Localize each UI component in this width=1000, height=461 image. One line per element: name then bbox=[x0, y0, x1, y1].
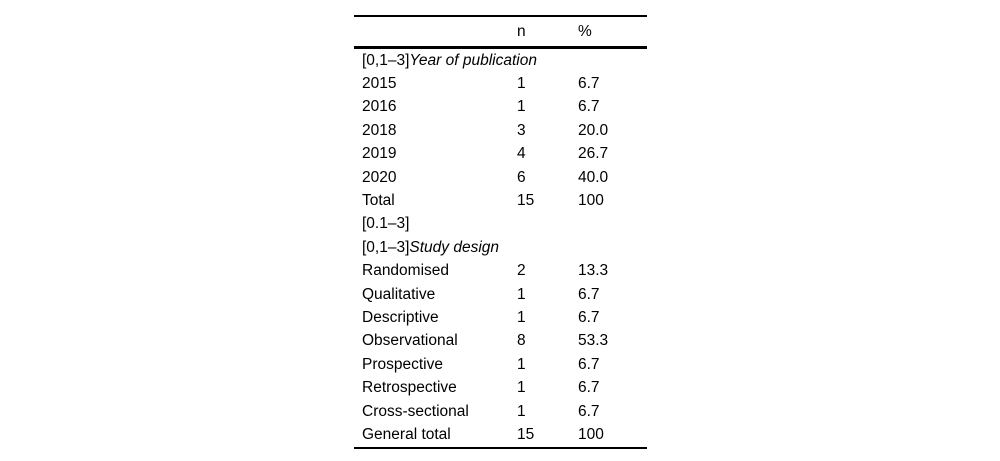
row-percent-value: 53.3 bbox=[578, 332, 609, 350]
row-prefix: [0,1–3] bbox=[362, 238, 410, 256]
row-percent-value: 6.7 bbox=[578, 402, 600, 420]
row-percent-value: 6.7 bbox=[578, 308, 600, 326]
row-n-value: 1 bbox=[517, 308, 526, 326]
row-label-cell: 2019 bbox=[354, 143, 517, 166]
row-percent-value bbox=[578, 213, 647, 236]
row-prefix: [0.1–3] bbox=[362, 215, 410, 233]
table-row: Total 15 100 bbox=[354, 189, 647, 212]
row-percent-value: 6.7 bbox=[578, 98, 600, 116]
header-row: n % bbox=[354, 16, 647, 49]
row-n-value: 1 bbox=[517, 355, 526, 373]
table-row: [0.1–3] bbox=[354, 213, 647, 236]
table-row: Prospective 1 6.7 bbox=[354, 353, 647, 376]
row-label-cell: [0,1–3]Study design bbox=[354, 236, 517, 259]
col-header-category bbox=[354, 16, 517, 49]
row-percent-value: 6.7 bbox=[578, 285, 600, 303]
row-label: Year of publication bbox=[409, 51, 537, 69]
row-label-cell: 2015 bbox=[354, 72, 517, 95]
row-label-cell: Randomised bbox=[354, 260, 517, 283]
row-n-value: 2 bbox=[517, 262, 526, 280]
row-label: Prospective bbox=[362, 355, 443, 373]
table-row: 2016 1 6.7 bbox=[354, 96, 647, 119]
row-label-cell: General total bbox=[354, 423, 517, 447]
row-n-value: 1 bbox=[517, 285, 526, 303]
row-label-cell: 2020 bbox=[354, 166, 517, 189]
table-row: 2018 3 20.0 bbox=[354, 119, 647, 142]
row-label: Qualitative bbox=[362, 285, 436, 303]
row-label: Retrospective bbox=[362, 379, 457, 397]
row-percent-value: 6.7 bbox=[578, 75, 600, 93]
row-label-cell: [0.1–3] bbox=[354, 213, 517, 236]
row-percent-value: 13.3 bbox=[578, 262, 609, 280]
row-n-value: 8 bbox=[517, 332, 526, 350]
row-label-cell: Total bbox=[354, 189, 517, 212]
row-label: 2015 bbox=[362, 75, 397, 93]
table-body: [0,1–3]Year of publication 2015 1 6.7 20… bbox=[354, 48, 647, 448]
row-n-value: 1 bbox=[517, 402, 526, 420]
row-label: Randomised bbox=[362, 262, 450, 280]
row-label-cell: Cross-sectional bbox=[354, 400, 517, 423]
row-percent-value: 26.7 bbox=[578, 145, 609, 163]
row-n-value: 1 bbox=[517, 75, 526, 93]
row-n-value bbox=[517, 213, 578, 236]
row-label: Study design bbox=[409, 238, 500, 256]
row-label: Descriptive bbox=[362, 308, 439, 326]
row-label: 2019 bbox=[362, 145, 397, 163]
row-label-cell: Observational bbox=[354, 330, 517, 353]
row-label: General total bbox=[362, 425, 451, 443]
row-percent-value bbox=[578, 236, 647, 259]
row-percent-value: 40.0 bbox=[578, 168, 609, 186]
table-row: Descriptive 1 6.7 bbox=[354, 306, 647, 329]
publication-stats-table-container: n % [0,1–3]Year of publication 2015 1 6.… bbox=[354, 15, 647, 449]
row-label: Cross-sectional bbox=[362, 402, 469, 420]
table-row: Randomised 2 13.3 bbox=[354, 260, 647, 283]
table-row: [0,1–3]Study design bbox=[354, 236, 647, 259]
row-n-value bbox=[517, 236, 578, 259]
row-percent-value: 6.7 bbox=[578, 355, 600, 373]
row-label-cell: Qualitative bbox=[354, 283, 517, 306]
col-header-percent: % bbox=[578, 16, 647, 49]
row-label-cell: Retrospective bbox=[354, 376, 517, 399]
table-row: Cross-sectional 1 6.7 bbox=[354, 400, 647, 423]
row-percent-value: 6.7 bbox=[578, 379, 600, 397]
row-label-cell: Prospective bbox=[354, 353, 517, 376]
table-row: 2015 1 6.7 bbox=[354, 72, 647, 95]
row-label-cell: 2018 bbox=[354, 119, 517, 142]
row-label: Total bbox=[362, 192, 395, 210]
row-label-cell: [0,1–3]Year of publication bbox=[354, 48, 537, 73]
table-row: General total 15 100 bbox=[354, 423, 647, 447]
row-percent-value: 100 bbox=[578, 192, 604, 210]
row-prefix: [0,1–3] bbox=[362, 51, 410, 69]
table-header: n % bbox=[354, 16, 647, 49]
row-n-value: 15 bbox=[517, 192, 535, 210]
table-row: Observational 8 53.3 bbox=[354, 330, 647, 353]
table-row: [0,1–3]Year of publication bbox=[354, 48, 647, 73]
row-percent-value: 20.0 bbox=[578, 121, 609, 139]
table-row: Retrospective 1 6.7 bbox=[354, 376, 647, 399]
table-row: 2019 4 26.7 bbox=[354, 143, 647, 166]
row-label: 2016 bbox=[362, 98, 397, 116]
row-label: 2020 bbox=[362, 168, 397, 186]
row-percent-value: 100 bbox=[578, 425, 604, 443]
row-label: 2018 bbox=[362, 121, 397, 139]
row-label-cell: 2016 bbox=[354, 96, 517, 119]
row-n-value: 1 bbox=[517, 98, 526, 116]
row-percent-value bbox=[578, 48, 647, 73]
table-row: Qualitative 1 6.7 bbox=[354, 283, 647, 306]
row-n-value: 1 bbox=[517, 379, 526, 397]
row-label: Observational bbox=[362, 332, 458, 350]
row-n-value: 3 bbox=[517, 121, 526, 139]
row-n-value: 4 bbox=[517, 145, 526, 163]
col-header-n: n bbox=[517, 16, 578, 49]
row-n-value: 6 bbox=[517, 168, 526, 186]
table-row: 2020 6 40.0 bbox=[354, 166, 647, 189]
publication-stats-table: n % [0,1–3]Year of publication 2015 1 6.… bbox=[354, 15, 647, 449]
row-n-value: 15 bbox=[517, 425, 535, 443]
row-label-cell: Descriptive bbox=[354, 306, 517, 329]
